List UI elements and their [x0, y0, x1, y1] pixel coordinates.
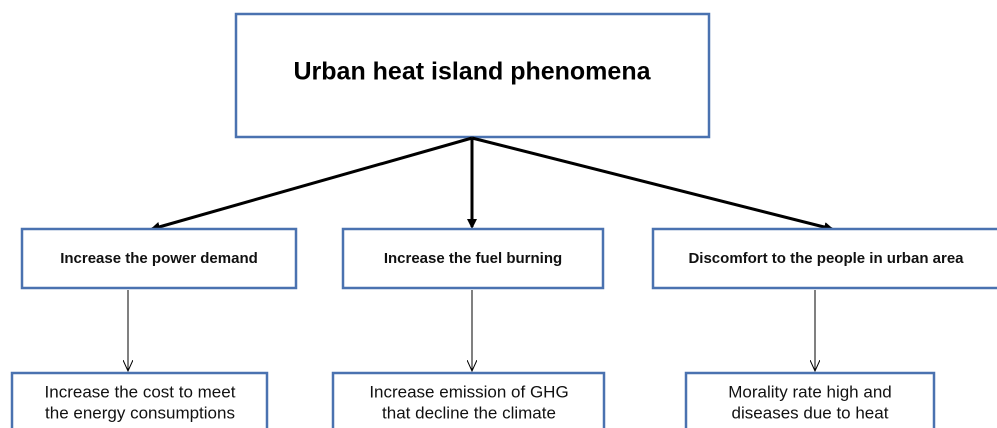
- arrow: [150, 136, 473, 232]
- effect-line: diseases due to heat: [732, 403, 889, 422]
- effect-box: [684, 371, 936, 428]
- effect-line: that decline the climate: [382, 403, 556, 422]
- node-label: Discomfort to the people in urban area: [688, 250, 964, 267]
- node-label: Increase the fuel burning: [384, 250, 562, 267]
- effect-box: [331, 371, 606, 428]
- node-label: Increase the power demand: [60, 250, 258, 267]
- node-box: [341, 227, 605, 290]
- effect-box: [10, 371, 269, 428]
- root-box: [234, 12, 711, 139]
- effect-line: Increase emission of GHG: [369, 382, 568, 401]
- effect-line: Morality rate high and: [728, 382, 891, 401]
- effect-line: the energy consumptions: [45, 403, 235, 422]
- arrow: [471, 136, 834, 232]
- effect-arrows: [128, 290, 815, 371]
- node-box: [651, 227, 997, 290]
- main-arrows: [150, 136, 834, 232]
- node-box: [20, 227, 298, 290]
- effect-line: Increase the cost to meet: [45, 382, 236, 401]
- root-label: Urban heat island phenomena: [293, 58, 651, 86]
